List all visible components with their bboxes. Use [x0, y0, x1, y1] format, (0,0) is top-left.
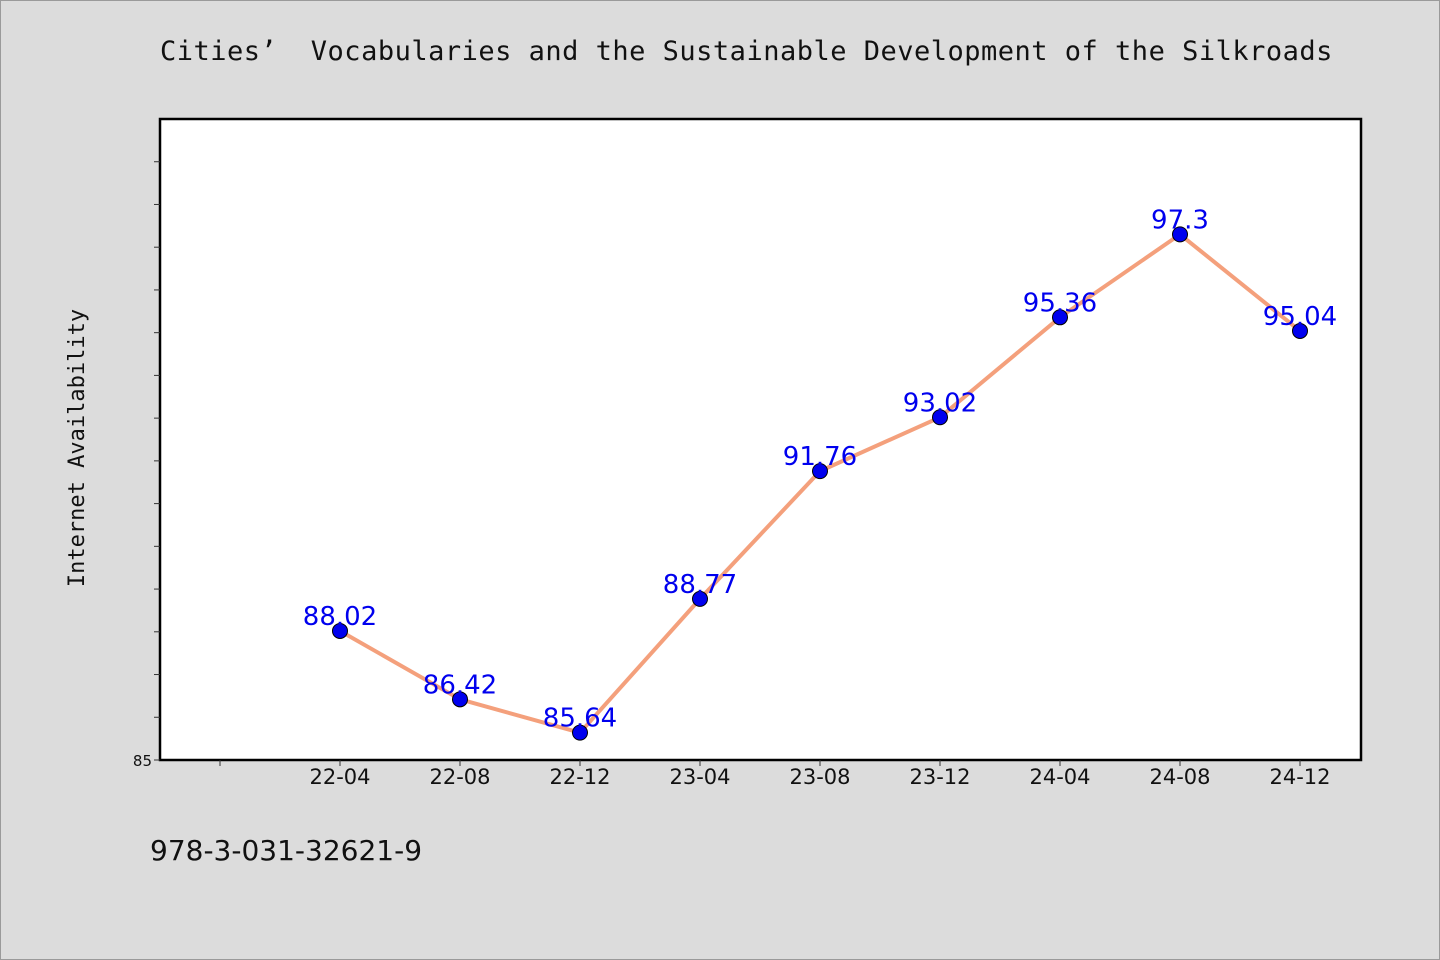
data-label: 85.64 [543, 704, 617, 734]
footer-isbn: 978-3-031-32621-9 [150, 834, 423, 867]
x-tick-label: 23-08 [789, 765, 850, 789]
data-point [1292, 322, 1308, 339]
data-label: 95.04 [1263, 302, 1337, 332]
x-tick-label: 23-12 [909, 765, 970, 789]
x-tick-label: 23-04 [669, 765, 730, 789]
plot-area [158, 117, 1363, 762]
data-label: 88.02 [303, 602, 377, 632]
data-point [812, 463, 828, 480]
data-point [332, 622, 348, 639]
data-label: 88.77 [663, 570, 737, 600]
x-tick-label: 22-08 [429, 765, 490, 789]
data-label: 86.42 [423, 670, 497, 700]
data-label: 91.76 [783, 442, 857, 472]
data-label: 97.3 [1151, 205, 1209, 235]
x-tick-label: 22-12 [549, 765, 610, 789]
x-axis-ticks: 22-04 22-08 22-12 23-04 23-08 23-12 24-04 24-08… [219, 760, 1331, 789]
x-tick-label: 24-12 [1269, 765, 1330, 789]
data-label: 95.36 [1023, 288, 1097, 318]
data-point [1052, 309, 1068, 326]
data-point [1172, 226, 1188, 243]
x-tick-label: 24-04 [1029, 765, 1090, 789]
y-tick-label: 85 [133, 752, 152, 770]
y-axis-label: Internet Availability [65, 309, 90, 587]
data-labels: 88.02 86.42 85.64 88.77 91.76 93.02 95.36 97.3 9… [303, 205, 1337, 733]
data-markers [332, 226, 1308, 741]
data-point [452, 691, 468, 708]
x-tick-label: 22-04 [309, 765, 370, 789]
data-point [692, 590, 708, 607]
data-label: 93.02 [903, 388, 977, 418]
data-point [932, 409, 948, 426]
y-axis-ticks: 85 [133, 161, 160, 770]
chart-title: Cities’ Vocabularies and the Sustainable… [160, 36, 1333, 67]
data-point [572, 724, 588, 741]
x-tick-label: 24-08 [1149, 765, 1210, 789]
